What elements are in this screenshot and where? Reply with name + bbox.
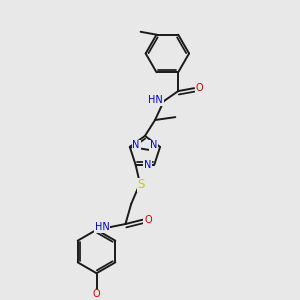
Text: O: O [144,215,152,225]
Text: O: O [196,83,203,93]
Text: N: N [133,140,140,151]
Text: S: S [138,178,145,191]
Text: O: O [93,289,100,299]
Text: N: N [150,140,158,151]
Text: HN: HN [95,222,110,232]
Text: N: N [144,160,152,170]
Text: HN: HN [148,95,163,105]
